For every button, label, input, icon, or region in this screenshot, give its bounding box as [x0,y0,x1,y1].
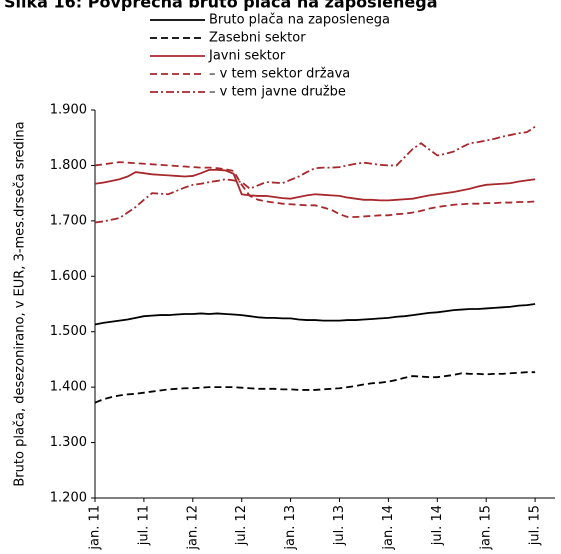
legend-label: Javni sektor [208,49,286,64]
y-axis-label: Bruto plača, desezonirano, v EUR, 3-mes.… [13,121,28,486]
y-tick-label: 1.400 [50,380,87,395]
x-tick-label: jan. 12 [185,505,200,551]
x-tick-label: jul. 15 [528,505,543,546]
series-line [94,371,536,404]
legend-label: Bruto plača na zaposlenega [209,13,390,28]
series-line [94,125,536,224]
x-tick-label: jan. 13 [283,505,298,551]
chart-title: Slika 16: Povprečna bruto plača na zapos… [4,0,438,12]
series-line [94,303,536,326]
x-tick-label: jan. 14 [381,505,396,551]
series-line [94,168,536,202]
x-tick-label: jan. 11 [88,505,103,551]
x-tick-label: jul. 14 [430,505,445,546]
series-line [94,161,536,218]
x-tick-label: jan. 15 [479,505,494,551]
legend-label: – v tem sektor država [209,67,350,82]
y-tick-label: 1.800 [50,158,87,173]
y-tick-label: 1.300 [50,435,87,450]
x-tick-label: jul. 12 [234,505,249,546]
x-tick-label: jul. 13 [332,505,347,546]
legend-label: Zasebni sektor [209,31,306,46]
y-tick-label: 1.200 [50,491,87,506]
x-tick-label: jul. 11 [136,505,151,546]
y-tick-label: 1.500 [50,324,87,339]
y-tick-label: 1.600 [50,269,87,284]
y-tick-label: 1.700 [50,213,87,228]
legend-label: – v tem javne družbe [209,85,346,100]
y-tick-label: 1.900 [50,103,87,118]
